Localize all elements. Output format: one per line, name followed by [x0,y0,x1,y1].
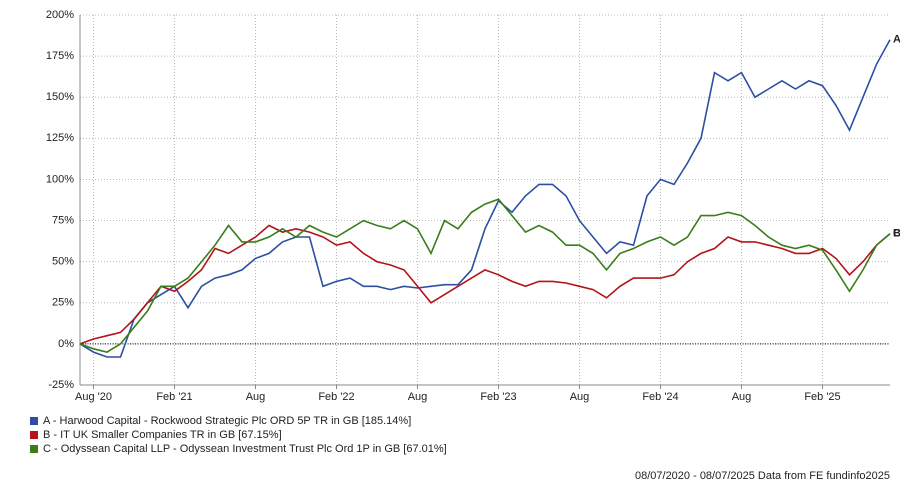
series-end-label: A [893,34,900,46]
x-tick-label: Aug [732,391,752,403]
source-note: 08/07/2020 - 08/07/2025 Data from FE fun… [635,470,890,482]
y-tick-label: 25% [52,297,74,309]
legend-swatch [30,417,38,425]
legend-swatch [30,445,38,453]
x-tick-label: Feb '25 [804,391,840,403]
y-tick-label: 200% [46,9,74,21]
x-tick-label: Feb '22 [318,391,354,403]
y-tick-label: 50% [52,256,74,268]
series-line [79,198,891,353]
series-end-label: C [893,228,900,240]
y-tick-label: 0% [58,338,74,350]
x-tick-label: Aug [246,391,266,403]
x-tick-label: Feb '24 [642,391,678,403]
x-tick-label: Aug [408,391,428,403]
y-tick-label: 150% [46,91,74,103]
y-tick-label: -25% [48,379,74,391]
legend-label: A - Harwood Capital - Rockwood Strategic… [43,415,411,427]
series-line [79,224,891,345]
x-tick-label: Aug [570,391,590,403]
y-tick-label: 100% [46,173,74,185]
legend-label: C - Odyssean Capital LLP - Odyssean Inve… [43,443,447,455]
x-tick-label: Feb '23 [480,391,516,403]
x-tick-label: Feb '21 [156,391,192,403]
series-line [79,39,891,358]
y-tick-label: 125% [46,132,74,144]
y-tick-label: 75% [52,214,74,226]
series-end-label: B [893,228,900,240]
legend-swatch [30,431,38,439]
legend-label: B - IT UK Smaller Companies TR in GB [67… [43,429,282,441]
y-tick-label: 175% [46,50,74,62]
x-tick-label: Aug '20 [75,391,112,403]
